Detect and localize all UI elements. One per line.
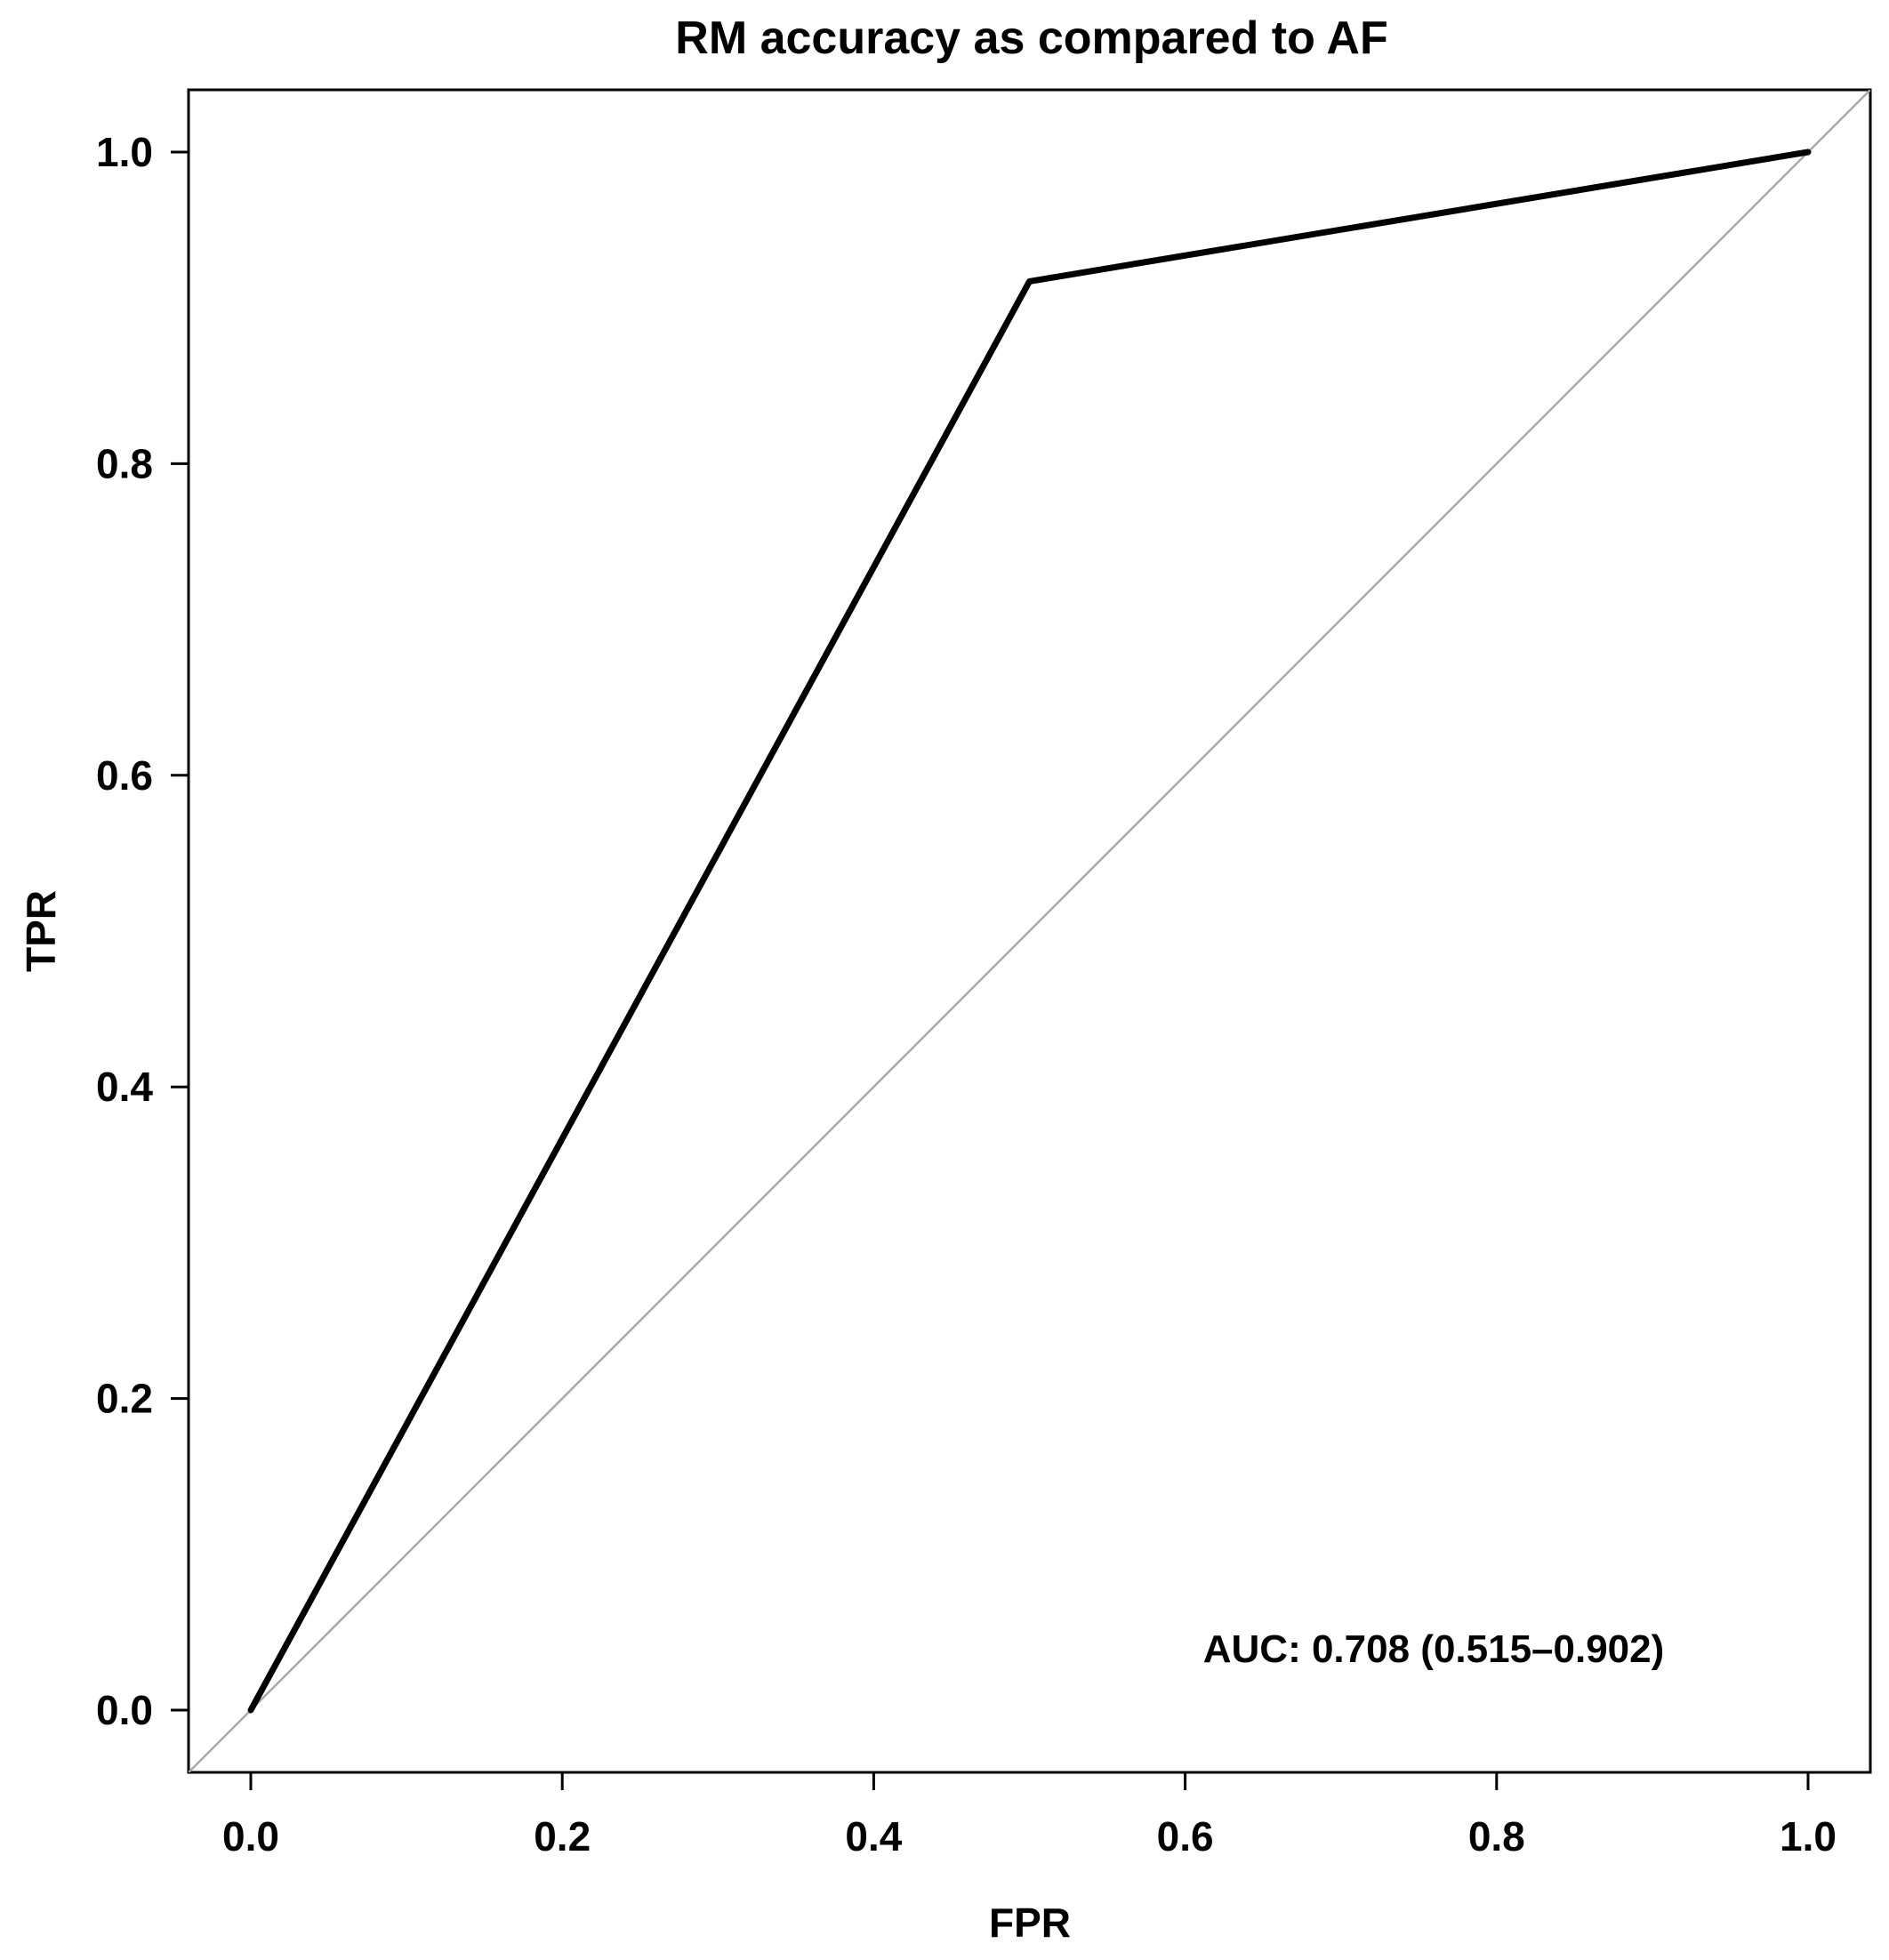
y-tick-label: 1.0	[96, 129, 153, 175]
y-tick-label: 0.8	[96, 440, 153, 486]
x-tick-label: 1.0	[1780, 1813, 1837, 1860]
x-axis: 0.0 0.2 0.4 0.6 0.8 1.0	[222, 1772, 1837, 1860]
chart-title: RM accuracy as compared to AF	[675, 12, 1387, 64]
x-tick-label: 0.4	[845, 1813, 902, 1860]
x-tick-label: 0.6	[1157, 1813, 1214, 1860]
auc-annotation: AUC: 0.708 (0.515–0.902)	[1203, 1627, 1665, 1671]
y-tick-label: 0.6	[96, 752, 153, 799]
y-tick-label: 0.4	[96, 1064, 153, 1110]
y-tick-label: 0.2	[96, 1376, 153, 1422]
x-tick-label: 0.2	[534, 1813, 591, 1860]
x-tick-label: 0.0	[222, 1813, 279, 1860]
y-tick-label: 0.0	[96, 1687, 153, 1733]
y-axis: 0.0 0.2 0.4 0.6 0.8 1.0	[96, 129, 189, 1733]
roc-curve	[247, 149, 1812, 1714]
x-axis-label: FPR	[989, 1900, 1071, 1946]
plot-frame	[187, 88, 1872, 1774]
x-tick-label: 0.8	[1468, 1813, 1525, 1860]
y-axis-label: TPR	[18, 890, 64, 972]
